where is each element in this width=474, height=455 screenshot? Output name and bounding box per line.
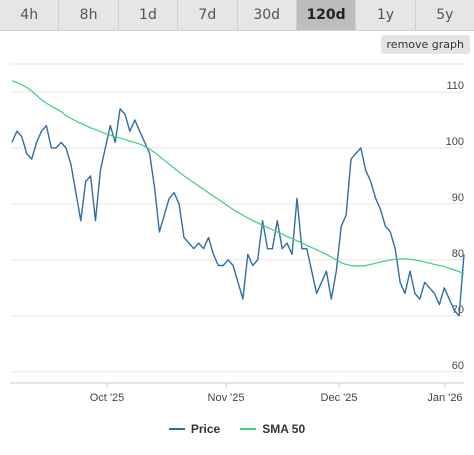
- chart-legend: Price SMA 50: [0, 421, 474, 437]
- x-tick-label: Jan '26: [427, 392, 462, 404]
- tab-5y[interactable]: 5y: [436, 7, 454, 23]
- y-tick-label: 70: [452, 304, 464, 316]
- tab-120d[interactable]: 120d: [296, 0, 357, 30]
- timeframe-tabs: 4h 8h 1d 7d 30d 120d 1y 5y: [0, 0, 474, 31]
- grid-lines: [10, 63, 464, 373]
- y-axis-labels: 60 70 80 90 100 110: [446, 80, 464, 372]
- chart-series: [11, 80, 465, 317]
- y-tick-label: 60: [452, 360, 464, 372]
- x-tick-label: Oct '25: [90, 392, 125, 404]
- legend-swatch: [168, 428, 185, 430]
- legend-swatch: [240, 428, 257, 430]
- x-axis-ticks: Oct '25 Nov '25 Dec '25 Jan '26: [10, 382, 464, 404]
- tab-7d[interactable]: 7d: [178, 0, 238, 30]
- x-tick-label: Dec '25: [321, 392, 358, 404]
- x-tick-label: Nov '25: [208, 392, 245, 404]
- tab-8h[interactable]: 8h: [59, 0, 119, 30]
- tab-4h[interactable]: 4h: [0, 0, 60, 30]
- series-line-price: [11, 108, 465, 317]
- legend-item-sma-50[interactable]: SMA 50: [240, 422, 305, 436]
- legend-label: SMA 50: [262, 422, 306, 436]
- y-tick-label: 110: [446, 80, 464, 92]
- y-tick-label: 90: [452, 192, 464, 204]
- tab-1d[interactable]: 1d: [119, 0, 179, 30]
- series-line-sma-50: [11, 80, 465, 275]
- remove-graph-button[interactable]: remove graph: [380, 35, 470, 54]
- legend-item-price[interactable]: Price: [168, 422, 221, 436]
- tab-30d[interactable]: 30d: [238, 0, 297, 30]
- tab-1y[interactable]: 1y: [356, 0, 416, 30]
- y-tick-label: 100: [446, 136, 464, 148]
- legend-label: Price: [190, 422, 221, 436]
- y-tick-label: 80: [452, 248, 464, 260]
